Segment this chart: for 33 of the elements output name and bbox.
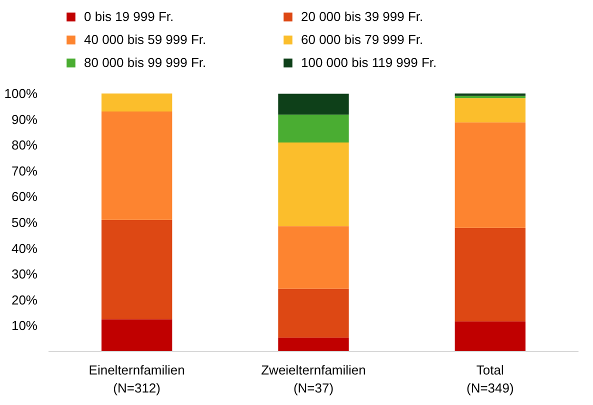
y-tick-label: 100% [4,86,38,101]
bar [454,122,526,228]
y-tick-label: 50% [11,215,38,230]
bar [278,338,349,352]
bar [454,228,526,322]
bar [102,94,172,112]
x-tick-label: Einelternfamilien (N=312) [88,362,185,396]
legend-label: 40 000 bis 59 999 Fr. [84,32,208,47]
legend-label: 60 000 bis 79 999 Fr. [301,32,424,47]
bar [454,321,526,352]
y-tick-label: 60% [11,189,38,204]
x-tick-label: Zweielternfamilien (N=37) [261,362,366,396]
legend-label: 20 000 bis 39 999 Fr. [301,9,424,24]
y-tick-label: 10% [11,318,38,334]
y-tick-label: 20% [11,292,38,308]
bar [278,142,349,226]
legend-label: 0 bis 19 999 Fr. [84,9,175,24]
bar [278,226,349,289]
bar [102,112,172,220]
y-tick-label: 40% [11,240,38,256]
legend-label: 100 000 bis 119 999 Fr. [301,55,438,70]
bar [278,288,349,338]
y-tick-label: 70% [11,163,38,178]
x-tick-label: Total (N=349) [466,362,514,396]
y-tick-label: 80% [11,138,38,153]
bar [278,94,349,115]
y-tick-label: 90% [11,112,38,127]
bar [102,220,172,320]
legend-label: 80 000 bis 99 999 Fr. [84,55,208,70]
bar [278,114,349,143]
y-tick-label: 30% [11,266,38,282]
bar [454,98,526,122]
bar [102,319,172,352]
